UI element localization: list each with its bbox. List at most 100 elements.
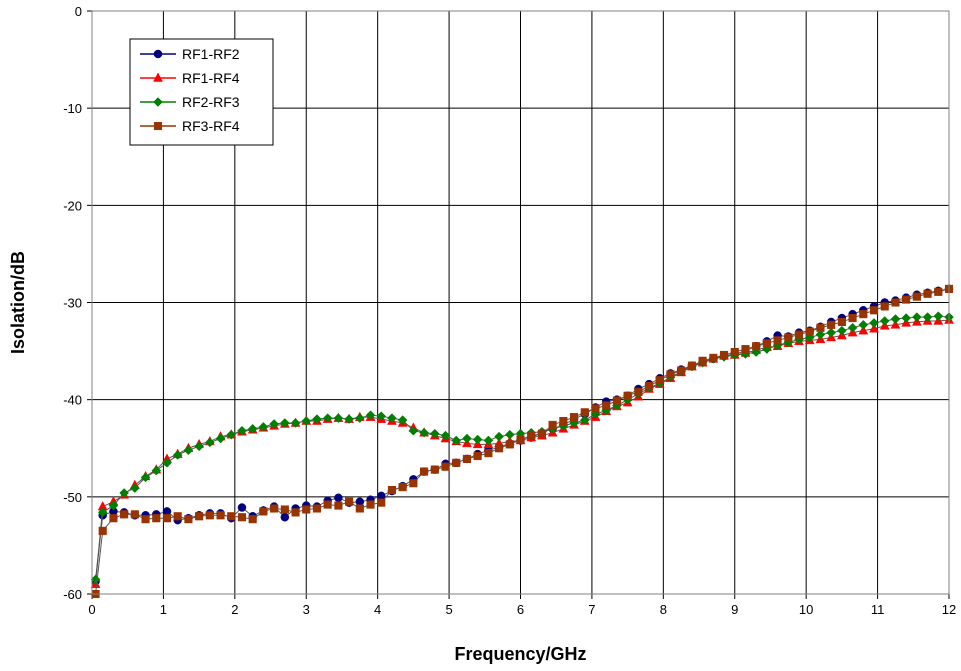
data-point xyxy=(559,416,568,426)
series-rf1-rf4 xyxy=(90,314,954,589)
plot-area-frame xyxy=(91,10,950,595)
data-point xyxy=(129,483,140,493)
data-point xyxy=(162,457,172,468)
data-point xyxy=(183,445,194,456)
data-point xyxy=(548,420,557,429)
data-point xyxy=(291,508,300,517)
series-line xyxy=(95,319,950,585)
data-point xyxy=(923,289,932,298)
data-point xyxy=(387,485,396,495)
data-point xyxy=(109,514,118,523)
data-point xyxy=(752,342,761,351)
y-axis-title: Isolation/dB xyxy=(8,251,28,354)
data-point xyxy=(891,298,900,307)
data-point xyxy=(108,500,119,511)
data-point xyxy=(204,437,215,448)
data-point xyxy=(258,422,269,432)
data-point xyxy=(698,356,707,365)
data-point xyxy=(869,306,879,315)
data-point xyxy=(880,302,889,311)
data-point xyxy=(773,336,782,345)
data-point xyxy=(344,414,354,424)
data-point xyxy=(269,419,279,429)
x-tick-label: 12 xyxy=(942,602,956,617)
data-point xyxy=(98,526,107,535)
data-point xyxy=(816,323,825,332)
data-point xyxy=(784,333,793,342)
data-point xyxy=(152,514,161,523)
data-point xyxy=(730,348,739,357)
data-point xyxy=(451,435,462,446)
data-point xyxy=(869,318,879,328)
data-point xyxy=(130,510,139,519)
data-point xyxy=(462,433,472,444)
data-point xyxy=(259,507,268,516)
legend: RF1-RF2 RF1-RF4 RF2-RF3 RF3-RF4 xyxy=(129,38,274,146)
data-point xyxy=(173,512,182,521)
data-point xyxy=(848,313,857,323)
x-axis-title: Frequency/GHz xyxy=(454,644,586,664)
data-point xyxy=(322,413,333,423)
data-point xyxy=(237,503,247,512)
data-point xyxy=(354,413,365,423)
data-point xyxy=(323,500,332,509)
data-point xyxy=(398,483,407,492)
data-point xyxy=(334,501,343,510)
data-point xyxy=(387,413,397,423)
y-tick-label: -50 xyxy=(63,490,82,505)
data-point xyxy=(280,505,289,514)
series-line xyxy=(95,315,950,580)
data-point xyxy=(452,458,461,467)
series-layer xyxy=(90,284,954,599)
data-point xyxy=(419,427,429,438)
y-tick-label: -30 xyxy=(63,296,82,311)
data-point xyxy=(172,450,183,460)
data-point xyxy=(215,433,226,444)
y-tick-label: -10 xyxy=(63,101,82,116)
data-point xyxy=(302,505,311,514)
data-point xyxy=(226,429,237,440)
series-rf2-rf3 xyxy=(90,311,954,585)
x-tick-label: 9 xyxy=(731,602,738,617)
data-point xyxy=(837,317,846,326)
x-tick-label: 10 xyxy=(799,602,813,617)
data-point xyxy=(247,423,258,434)
data-point xyxy=(409,479,418,488)
data-point xyxy=(333,413,344,423)
x-tick-label: 3 xyxy=(303,602,310,617)
data-point xyxy=(151,465,162,476)
data-point xyxy=(504,429,515,440)
data-point xyxy=(537,429,546,438)
data-point xyxy=(472,434,483,445)
x-tick-label: 4 xyxy=(374,602,381,617)
data-point xyxy=(301,416,312,426)
legend-item: RF1-RF4 xyxy=(140,70,240,86)
data-point xyxy=(762,339,771,348)
data-point xyxy=(912,312,922,322)
data-point xyxy=(869,323,879,333)
data-point xyxy=(858,325,869,335)
legend-label: RF1-RF2 xyxy=(182,46,240,62)
data-point xyxy=(429,428,440,439)
x-tick-label: 6 xyxy=(517,602,524,617)
legend-swatch-marker xyxy=(153,121,163,131)
data-point xyxy=(162,514,172,523)
data-point xyxy=(366,500,375,509)
data-point xyxy=(334,493,343,503)
legend-item: RF2-RF3 xyxy=(140,94,240,110)
legend-label: RF2-RF3 xyxy=(182,94,240,110)
data-point xyxy=(645,382,654,391)
data-point xyxy=(312,504,322,513)
data-point xyxy=(97,507,108,518)
data-point xyxy=(826,327,837,338)
data-point xyxy=(890,314,901,324)
data-point xyxy=(312,414,322,424)
data-point xyxy=(227,512,236,521)
data-point xyxy=(408,425,419,436)
x-tick-label: 7 xyxy=(588,602,595,617)
data-point xyxy=(719,350,729,360)
legend-item: RF1-RF2 xyxy=(140,46,240,62)
data-point xyxy=(805,327,814,336)
data-point xyxy=(666,370,675,379)
